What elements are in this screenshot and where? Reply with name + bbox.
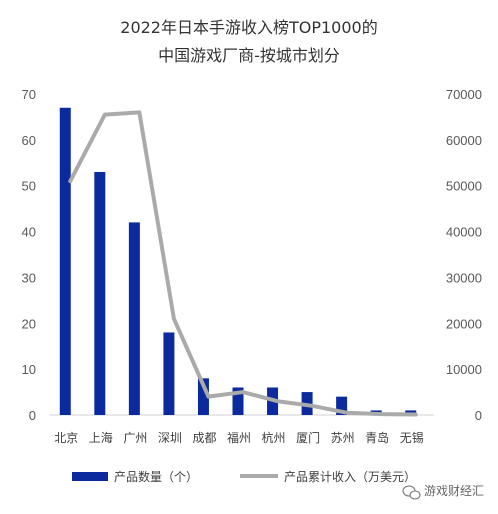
category-label: 杭州 xyxy=(262,430,286,445)
category-label: 广州 xyxy=(123,431,147,445)
left-axis-ticks: 0 10 20 30 40 50 60 70 xyxy=(22,87,36,423)
chart-title-line2: 中国游戏厂商-按城市划分 xyxy=(158,46,340,65)
right-axis-ticks: 0 10000 20000 30000 40000 50000 60000 70000 xyxy=(446,87,482,423)
line-series xyxy=(68,110,418,417)
bar xyxy=(94,171,106,415)
watermark: 游戏财经汇 xyxy=(402,484,484,500)
left-tick-label: 40 xyxy=(22,225,36,240)
right-tick-label: 0 xyxy=(475,408,482,423)
right-tick-label: 30000 xyxy=(446,270,482,285)
chart-title-line1: 2022年日本手游收入榜TOP1000的 xyxy=(120,18,378,37)
left-tick-label: 50 xyxy=(22,179,36,194)
wechat-icon xyxy=(402,485,421,500)
legend: 产品数量（个） 产品累计收入（万美元） xyxy=(72,469,416,484)
watermark-text: 游戏财经汇 xyxy=(424,484,484,498)
right-tick-label: 10000 xyxy=(446,362,482,377)
category-label: 青岛 xyxy=(365,430,389,445)
bar xyxy=(336,396,348,415)
right-tick-label: 60000 xyxy=(446,133,482,148)
left-tick-label: 70 xyxy=(22,87,36,102)
bar xyxy=(128,222,140,415)
category-label: 深圳 xyxy=(158,431,182,445)
bar xyxy=(197,378,209,415)
right-tick-label: 40000 xyxy=(446,225,482,240)
category-label: 无锡 xyxy=(400,430,424,445)
left-tick-label: 20 xyxy=(22,316,36,331)
right-tick-label: 50000 xyxy=(446,179,482,194)
category-label: 福州 xyxy=(227,430,251,445)
bar-series xyxy=(59,107,417,415)
category-label: 北京 xyxy=(54,431,78,445)
category-label: 厦门 xyxy=(296,430,320,445)
right-tick-label: 70000 xyxy=(446,87,482,102)
category-label: 成都 xyxy=(192,431,216,445)
legend-line-label: 产品累计收入（万美元） xyxy=(284,470,416,484)
left-tick-label: 10 xyxy=(22,362,36,377)
bar xyxy=(163,332,175,415)
right-tick-label: 20000 xyxy=(446,316,482,331)
category-label: 苏州 xyxy=(331,431,355,445)
bar xyxy=(59,107,71,415)
legend-bar-label: 产品数量（个） xyxy=(114,469,198,484)
left-tick-label: 30 xyxy=(22,270,36,285)
left-tick-label: 0 xyxy=(29,408,36,423)
legend-bar-swatch xyxy=(72,472,108,481)
category-label: 上海 xyxy=(89,430,113,445)
category-labels: 北京 上海 广州 深圳 成都 福州 杭州 厦门 苏州 青岛 无锡 xyxy=(54,430,423,445)
bar xyxy=(232,387,244,415)
left-tick-label: 60 xyxy=(22,133,36,148)
